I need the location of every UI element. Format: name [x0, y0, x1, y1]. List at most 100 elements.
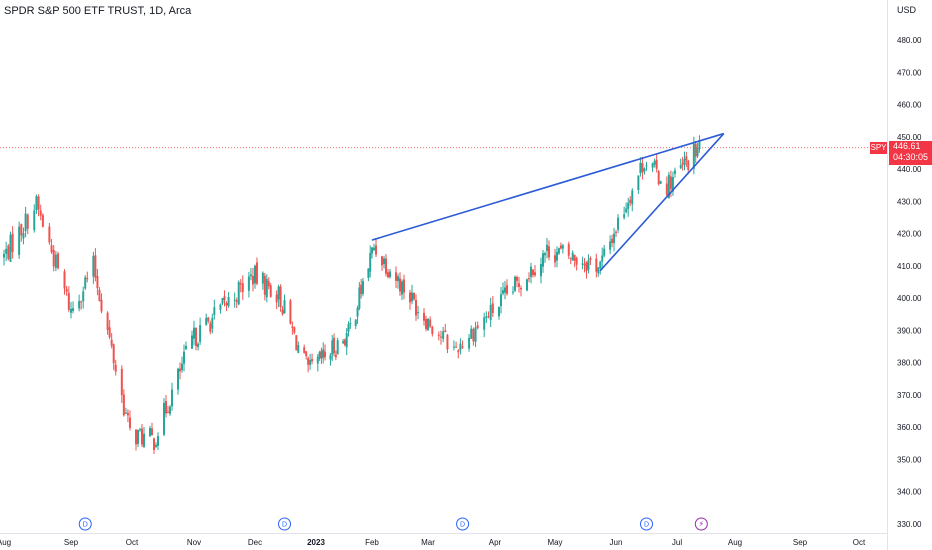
candle	[489, 297, 492, 328]
y-tick-label: 370.00	[897, 391, 922, 400]
candle	[461, 340, 464, 349]
candle	[625, 202, 628, 214]
candle	[437, 331, 440, 341]
candle	[599, 260, 602, 275]
candle	[397, 273, 399, 289]
candle	[417, 305, 419, 320]
candle	[657, 169, 660, 186]
candle	[249, 268, 252, 281]
candle	[617, 214, 620, 234]
candle	[255, 257, 258, 286]
candle	[112, 343, 115, 371]
candle	[639, 157, 642, 177]
candle	[476, 321, 479, 330]
candle	[557, 247, 560, 255]
candle	[24, 206, 27, 238]
symbol-tag[interactable]: SPY	[870, 142, 887, 154]
candle	[114, 359, 117, 376]
candle	[137, 429, 139, 448]
lower-trendline[interactable]	[599, 133, 725, 272]
candle	[309, 353, 312, 370]
candle	[50, 238, 53, 254]
split-marker[interactable]: ⚡	[694, 517, 708, 531]
candle	[613, 227, 616, 252]
candle	[191, 330, 193, 350]
candle	[504, 280, 506, 300]
y-tick-label: 360.00	[897, 423, 922, 432]
candle	[601, 247, 604, 269]
candle	[124, 407, 127, 414]
candle	[615, 229, 617, 238]
x-tick-label: Jul	[672, 538, 682, 547]
candle	[291, 321, 294, 335]
candle	[92, 251, 95, 284]
y-tick-label: 430.00	[897, 197, 922, 206]
y-tick-label: 470.00	[897, 68, 922, 77]
candle	[126, 409, 129, 423]
candle	[411, 284, 413, 305]
candle	[671, 171, 674, 196]
candle	[151, 422, 153, 436]
candle	[342, 338, 345, 344]
candle	[39, 204, 42, 221]
upper-trendline[interactable]	[371, 132, 725, 241]
candle	[485, 311, 488, 324]
candle	[263, 272, 266, 301]
candle	[333, 333, 336, 357]
candle	[349, 317, 352, 330]
candle	[279, 284, 282, 312]
candle	[165, 394, 167, 418]
candle	[82, 286, 85, 309]
candle	[641, 156, 644, 180]
candle	[512, 286, 514, 295]
candle	[597, 267, 600, 277]
candle	[33, 204, 36, 233]
candle	[247, 271, 250, 298]
candle	[254, 264, 256, 289]
candle	[429, 316, 432, 329]
x-tick-label: Sep	[793, 538, 808, 547]
x-tick-label: Oct	[853, 538, 866, 547]
dividend-marker[interactable]: D	[456, 517, 470, 531]
candle	[645, 161, 648, 171]
candle	[70, 301, 72, 319]
candle	[251, 267, 254, 292]
candle	[575, 256, 578, 271]
candle	[106, 311, 109, 335]
candle	[322, 342, 325, 364]
candle	[9, 231, 12, 263]
candle	[573, 254, 576, 268]
candle	[20, 223, 23, 242]
candle	[141, 423, 143, 448]
candle	[331, 335, 334, 362]
candle	[567, 241, 570, 260]
candle	[455, 341, 458, 348]
candle	[401, 279, 403, 301]
candle	[26, 213, 29, 235]
candle	[546, 238, 548, 259]
candle	[483, 312, 486, 338]
candle	[375, 238, 377, 258]
dividend-marker[interactable]: D	[278, 517, 292, 531]
candle	[295, 335, 298, 351]
candle	[548, 240, 550, 261]
candle	[329, 353, 332, 366]
candle	[681, 156, 684, 171]
candle	[685, 151, 688, 168]
x-tick-label: Sep	[64, 538, 79, 547]
x-tick-label: Apr	[489, 538, 502, 547]
dividend-marker[interactable]: D	[78, 517, 92, 531]
candle	[698, 135, 701, 153]
candle	[54, 250, 57, 272]
candle	[153, 437, 155, 454]
dividend-marker[interactable]: D	[640, 517, 653, 531]
candle	[643, 167, 646, 175]
candle	[318, 350, 321, 361]
candle	[500, 287, 502, 314]
candle	[63, 269, 66, 295]
candle	[139, 427, 141, 432]
candle	[470, 325, 473, 339]
y-tick-label: 440.00	[897, 165, 922, 174]
